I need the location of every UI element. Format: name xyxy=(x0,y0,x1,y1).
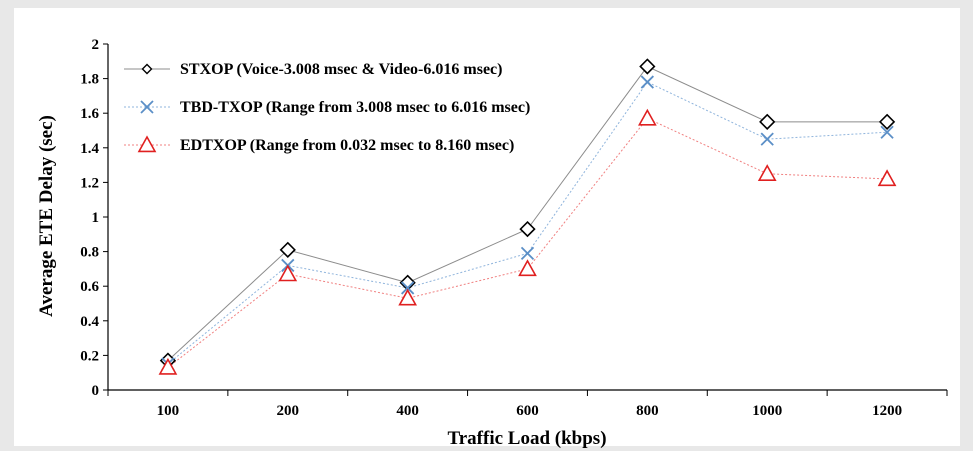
data-point-triangle xyxy=(278,264,298,282)
x-tick-label: 200 xyxy=(277,403,300,419)
y-tick-label: 1.6 xyxy=(80,106,99,122)
y-tick-label: 0.4 xyxy=(80,314,99,330)
x-tick-label: 100 xyxy=(157,403,180,419)
data-point-x xyxy=(880,125,894,139)
data-point-triangle xyxy=(877,169,897,187)
y-tick-label: 0 xyxy=(92,383,100,399)
y-tick-label: 1.8 xyxy=(80,72,99,88)
legend-marker-triangle xyxy=(137,135,157,153)
data-point-triangle xyxy=(398,288,418,306)
legend-marker-diamond xyxy=(141,63,153,75)
y-tick-label: 0.6 xyxy=(80,279,99,295)
axes: 0 0.2 0.4 0.6 0.8 1 1.2 1.4 1.6 1.8 2 100 200 400 600 8… xyxy=(80,37,948,419)
x-tick-label: 800 xyxy=(636,403,659,419)
data-point-x xyxy=(520,246,535,260)
legend-label: STXOP (Voice-3.008 msec & Video-6.016 ms… xyxy=(180,61,502,78)
x-axis-title: Traffic Load (kbps) xyxy=(447,428,606,449)
data-point-x xyxy=(401,281,415,295)
series-line-3 xyxy=(167,117,888,368)
data-point-triangle xyxy=(158,357,178,375)
data-point-diamond xyxy=(878,113,896,130)
series-markers xyxy=(158,58,897,375)
legend-label: EDTXOP (Range from 0.032 msec to 8.160 m… xyxy=(180,137,514,154)
legend: STXOP (Voice-3.008 msec & Video-6.016 ms… xyxy=(124,61,530,154)
x-tick-label: 1200 xyxy=(872,403,902,419)
x-tick-label: 1000 xyxy=(752,403,782,419)
data-point-triangle xyxy=(757,164,777,181)
y-tick-label: 1 xyxy=(92,210,100,226)
y-tick-label: 2 xyxy=(92,37,100,53)
data-point-diamond xyxy=(279,241,296,259)
x-tick-label: 600 xyxy=(516,403,539,419)
data-point-diamond xyxy=(639,58,656,75)
y-tick-label: 0.2 xyxy=(80,348,99,364)
data-point-diamond xyxy=(519,220,536,238)
y-axis-title: Average ETE Delay (sec) xyxy=(36,115,57,317)
data-point-triangle xyxy=(637,108,657,126)
data-point-triangle xyxy=(518,259,537,277)
x-tick-label: 400 xyxy=(396,403,419,419)
data-point-x xyxy=(760,132,774,146)
y-tick-label: 0.8 xyxy=(80,245,99,261)
y-tick-label: 1.2 xyxy=(80,175,99,191)
legend-label: TBD-TXOP (Range from 3.008 msec to 6.016… xyxy=(180,99,530,116)
legend-marker-x xyxy=(140,100,154,114)
data-point-x xyxy=(640,75,654,89)
data-point-diamond xyxy=(759,113,776,130)
y-tick-label: 1.4 xyxy=(80,141,99,157)
